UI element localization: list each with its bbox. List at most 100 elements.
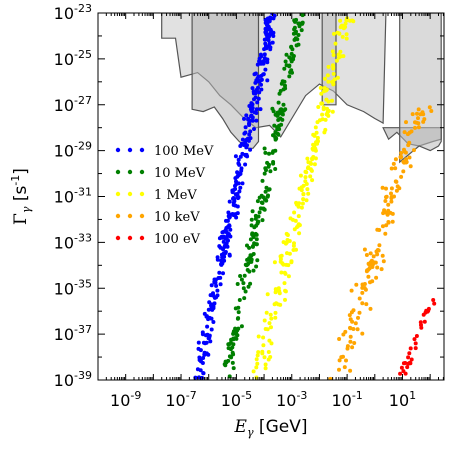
data-point xyxy=(223,363,228,368)
data-point xyxy=(389,191,393,196)
data-point xyxy=(331,65,336,69)
data-point xyxy=(243,130,248,135)
data-point xyxy=(238,171,243,176)
data-point xyxy=(384,186,388,191)
exclusion-region-2 xyxy=(191,13,260,149)
data-point xyxy=(290,47,295,52)
data-point xyxy=(379,267,384,272)
data-point xyxy=(342,365,347,370)
data-point xyxy=(372,260,377,265)
data-point xyxy=(283,83,287,88)
data-point xyxy=(399,151,404,155)
data-point xyxy=(408,346,413,351)
data-point xyxy=(292,25,297,30)
data-point xyxy=(326,79,331,84)
data-point xyxy=(220,255,225,260)
data-point xyxy=(268,169,273,174)
data-point xyxy=(281,108,286,113)
data-point xyxy=(283,297,287,302)
data-point xyxy=(251,369,256,374)
data-point xyxy=(291,243,296,248)
data-point xyxy=(260,178,265,183)
data-point xyxy=(332,31,336,36)
data-point xyxy=(300,201,305,206)
data-point xyxy=(257,90,262,95)
data-point xyxy=(266,38,271,43)
data-point xyxy=(258,61,263,66)
legend-marker xyxy=(139,191,145,197)
data-point xyxy=(261,195,266,200)
data-point xyxy=(272,260,277,265)
data-point xyxy=(223,250,228,254)
data-point xyxy=(237,189,242,194)
data-point xyxy=(360,301,365,306)
data-point xyxy=(209,283,214,288)
data-point xyxy=(351,19,356,24)
data-point xyxy=(228,227,233,232)
data-point xyxy=(267,34,271,39)
data-point xyxy=(416,125,421,130)
data-point xyxy=(306,165,311,170)
data-point xyxy=(264,185,269,190)
y-tick-label: 10-29 xyxy=(54,140,92,161)
series-5 xyxy=(398,298,437,376)
legend-marker xyxy=(127,191,133,197)
data-point xyxy=(247,121,251,126)
data-point xyxy=(267,338,272,343)
data-point xyxy=(281,102,286,107)
data-point xyxy=(252,127,256,131)
y-axis-unit-end: ] xyxy=(11,168,31,175)
data-point xyxy=(341,54,346,59)
data-point xyxy=(389,199,394,204)
data-point xyxy=(238,154,243,159)
data-point xyxy=(250,86,255,91)
data-point xyxy=(380,253,385,258)
data-point xyxy=(250,102,255,107)
data-point xyxy=(254,118,259,123)
data-point xyxy=(389,166,394,171)
data-point xyxy=(354,282,359,287)
data-point xyxy=(254,357,259,362)
data-point xyxy=(267,187,272,192)
data-point xyxy=(278,259,283,264)
data-point xyxy=(246,284,251,289)
y-tick-label: 10-23 xyxy=(54,2,92,23)
x-tick-label: 10-9 xyxy=(110,389,141,410)
data-point xyxy=(233,176,238,181)
data-point xyxy=(252,97,256,102)
data-point xyxy=(321,105,326,110)
data-point xyxy=(254,111,259,115)
legend-marker xyxy=(115,169,121,175)
data-point xyxy=(350,345,355,350)
data-point xyxy=(262,355,267,360)
data-point xyxy=(238,274,243,278)
data-point xyxy=(316,105,321,109)
data-point xyxy=(353,321,358,326)
data-point xyxy=(301,197,306,202)
data-point xyxy=(421,112,426,117)
data-point xyxy=(277,123,282,128)
data-point xyxy=(296,204,301,209)
data-point xyxy=(413,125,417,130)
data-point xyxy=(195,367,200,372)
data-point xyxy=(368,251,373,256)
legend-label: 1 MeV xyxy=(154,188,197,203)
data-point xyxy=(264,59,269,64)
data-point xyxy=(284,231,289,236)
data-point xyxy=(368,306,373,311)
data-point xyxy=(341,332,346,337)
data-point xyxy=(235,211,240,216)
data-point xyxy=(299,28,304,33)
data-point xyxy=(297,21,302,26)
data-point xyxy=(230,360,235,365)
data-point xyxy=(254,264,259,269)
data-point xyxy=(319,91,324,96)
data-point xyxy=(202,352,207,357)
data-point xyxy=(231,337,236,342)
data-point xyxy=(265,292,270,297)
y-axis-unit: [s xyxy=(11,186,31,207)
legend-item: 10 keV xyxy=(115,210,200,225)
series-2 xyxy=(222,13,305,379)
data-point xyxy=(228,340,233,345)
data-point xyxy=(323,76,327,81)
